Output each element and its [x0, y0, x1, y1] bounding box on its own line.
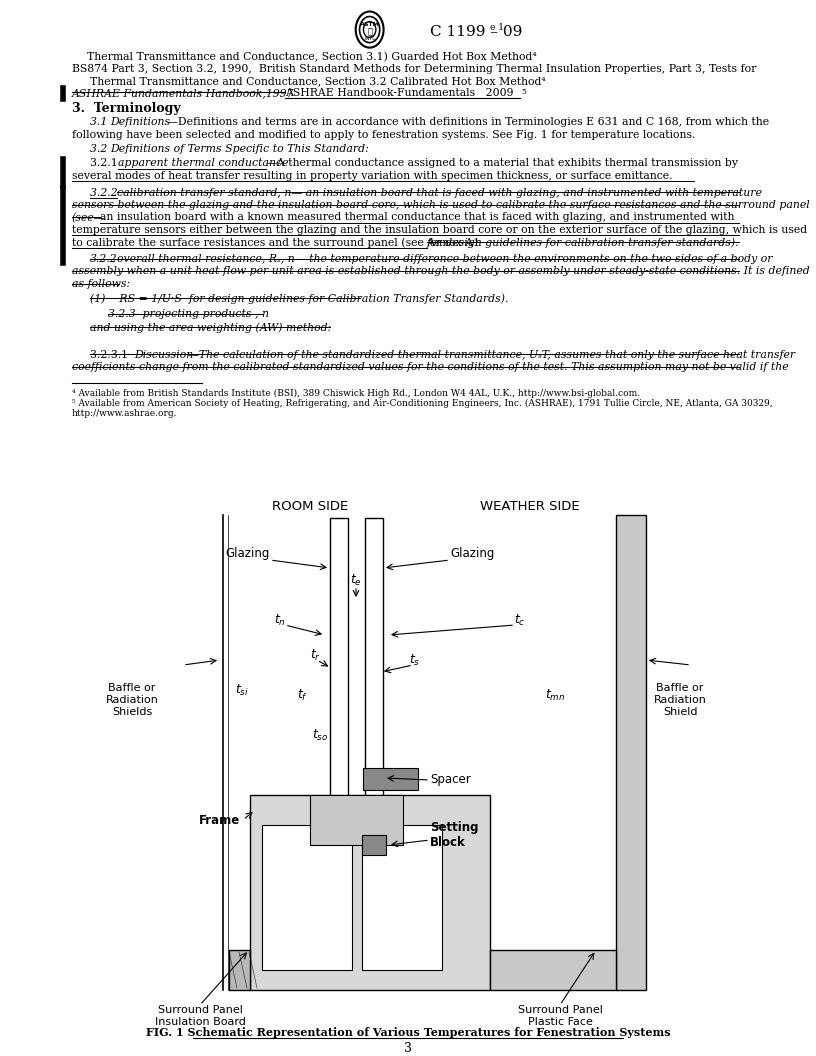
- Text: Thermal Transmittance and Conductance, Section 3.1) Guarded Hot Box Method⁴: Thermal Transmittance and Conductance, S…: [87, 52, 537, 62]
- Text: Definitions of Terms Specific to This Standard:: Definitions of Terms Specific to This St…: [110, 144, 369, 154]
- Text: overall thermal resistance, Rₛ, n— the temperature difference between the enviro: overall thermal resistance, Rₛ, n— the t…: [117, 254, 773, 264]
- Text: Surround Panel
Plastic Face: Surround Panel Plastic Face: [517, 1005, 602, 1026]
- Text: Spacer: Spacer: [430, 773, 471, 787]
- Text: 5: 5: [521, 88, 526, 96]
- Text: FIG. 1 Schematic Representation of Various Temperatures for Fenestration Systems: FIG. 1 Schematic Representation of Vario…: [146, 1027, 670, 1038]
- Text: INTL: INTL: [364, 36, 375, 41]
- Text: $t_n$: $t_n$: [274, 612, 286, 627]
- Text: —The calculation of the standardized thermal transmittance, UₛT, assumes that on: —The calculation of the standardized the…: [188, 350, 795, 359]
- Text: Glazing: Glazing: [226, 547, 270, 560]
- Bar: [330, 518, 348, 810]
- Text: ASHRAE Handbook-Fundamentals   2009: ASHRAE Handbook-Fundamentals 2009: [285, 88, 513, 98]
- Text: (1)    RS = 1/U·S  for design guidelines for Calibration Transfer Standards).: (1) RS = 1/U·S for design guidelines for…: [90, 294, 508, 304]
- Text: $t_{mn}$: $t_{mn}$: [545, 687, 565, 702]
- Text: as follows:: as follows:: [72, 279, 130, 289]
- Text: for design guidelines for calibration transfer standards).: for design guidelines for calibration tr…: [427, 238, 739, 248]
- Text: an insulation board with a known measured thermal conductance that is faced with: an insulation board with a known measure…: [100, 212, 734, 223]
- Text: BS874 Part 3, Section 3.2, 1990,  British Standard Methods for Determining Therm: BS874 Part 3, Section 3.2, 1990, British…: [72, 64, 756, 74]
- Text: http://www.ashrae.org.: http://www.ashrae.org.: [72, 409, 178, 417]
- Text: ASHRAE Fundamentals Handbook,1997: ASHRAE Fundamentals Handbook,1997: [72, 88, 295, 98]
- Bar: [365, 518, 383, 810]
- Text: following have been selected and modified to apply to fenestration systems. See : following have been selected and modifie…: [72, 130, 695, 139]
- Bar: [362, 825, 442, 970]
- Text: —A thermal conductance assigned to a material that exhibits thermal transmission: —A thermal conductance assigned to a mat…: [266, 158, 738, 169]
- Text: coefficients change from the calibrated standardized values for the conditions o: coefficients change from the calibrated …: [72, 362, 788, 372]
- Text: —Definitions and terms are in accordance with definitions in Terminologies E 631: —Definitions and terms are in accordance…: [167, 117, 769, 127]
- Text: calibration transfer standard, n— an insulation board that is faced with glazing: calibration transfer standard, n— an ins…: [117, 188, 762, 197]
- Bar: [362, 835, 386, 855]
- Text: Glazing: Glazing: [450, 547, 494, 560]
- Text: 3: 3: [404, 1041, 412, 1055]
- Bar: [363, 768, 418, 790]
- Text: Discussion: Discussion: [134, 350, 193, 359]
- Bar: [262, 825, 352, 970]
- Text: $t_e$: $t_e$: [350, 572, 362, 587]
- Text: and using the area weighting (AW) method:: and using the area weighting (AW) method…: [90, 322, 331, 333]
- Text: 3.2.2: 3.2.2: [90, 188, 125, 197]
- Text: ⁴ Available from British Standards Institute (BSI), 389 Chiswick High Rd., Londo: ⁴ Available from British Standards Insti…: [72, 389, 640, 398]
- Text: apparent thermal conductance: apparent thermal conductance: [118, 158, 289, 169]
- Text: Surround Panel
Insulation Board: Surround Panel Insulation Board: [154, 1005, 246, 1026]
- Text: ⁵ Available from American Society of Heating, Refrigerating, and Air-Conditionin: ⁵ Available from American Society of Hea…: [72, 398, 773, 408]
- Text: e 1: e 1: [490, 22, 504, 32]
- Bar: [616, 515, 646, 991]
- Text: ASTM: ASTM: [360, 21, 379, 26]
- Text: $t_s$: $t_s$: [410, 653, 420, 667]
- Text: WEATHER SIDE: WEATHER SIDE: [480, 499, 580, 513]
- Text: $t_r$: $t_r$: [309, 647, 321, 662]
- Text: Thermal Transmittance and Conductance, Section 3.2 Calibrated Hot Box Method⁴: Thermal Transmittance and Conductance, S…: [90, 76, 546, 86]
- Text: $t_f$: $t_f$: [298, 687, 308, 702]
- Text: $t_{so}$: $t_{so}$: [312, 728, 328, 742]
- Text: temperature sensors either between the glazing and the insulation board core or : temperature sensors either between the g…: [72, 225, 807, 235]
- Text: 3.2.3  projecting products , n: 3.2.3 projecting products , n: [108, 309, 269, 319]
- Text: $t_c$: $t_c$: [514, 612, 526, 627]
- Text: ROOM SIDE: ROOM SIDE: [272, 499, 348, 513]
- Bar: [490, 950, 616, 991]
- Text: Ⓜ: Ⓜ: [367, 27, 372, 36]
- Text: 3.  Terminology: 3. Terminology: [72, 102, 180, 115]
- Text: Baffle or
Radiation
Shields: Baffle or Radiation Shields: [105, 683, 158, 717]
- Text: 3.2.2: 3.2.2: [90, 254, 118, 264]
- Text: 3.2.1: 3.2.1: [90, 158, 125, 169]
- Text: Baffle or
Radiation
Shield: Baffle or Radiation Shield: [654, 683, 707, 717]
- Bar: [250, 795, 490, 991]
- Text: 3.2.3.1: 3.2.3.1: [90, 350, 135, 359]
- Text: sensors between the glazing and the insulation board core, which is used to cali: sensors between the glazing and the insu…: [72, 200, 809, 210]
- Text: 3.1: 3.1: [90, 117, 114, 127]
- Text: assembly when a unit heat flow per unit area is established through the body or : assembly when a unit heat flow per unit …: [72, 266, 809, 277]
- Text: Frame: Frame: [199, 813, 240, 827]
- Text: (see—: (see—: [72, 212, 105, 223]
- Text: several modes of heat transfer resulting in property variation with specimen thi: several modes of heat transfer resulting…: [72, 171, 672, 181]
- Bar: [229, 950, 250, 991]
- Text: to calibrate the surface resistances and the surround panel (see Annex A1: to calibrate the surface resistances and…: [72, 238, 484, 248]
- Bar: [310, 795, 403, 845]
- Text: Definitions: Definitions: [110, 117, 170, 127]
- Text: $t_{si}$: $t_{si}$: [235, 682, 249, 698]
- Text: Setting
Block: Setting Block: [430, 821, 478, 849]
- Text: C 1199 – 09: C 1199 – 09: [430, 25, 522, 39]
- Text: 3.2: 3.2: [90, 144, 114, 154]
